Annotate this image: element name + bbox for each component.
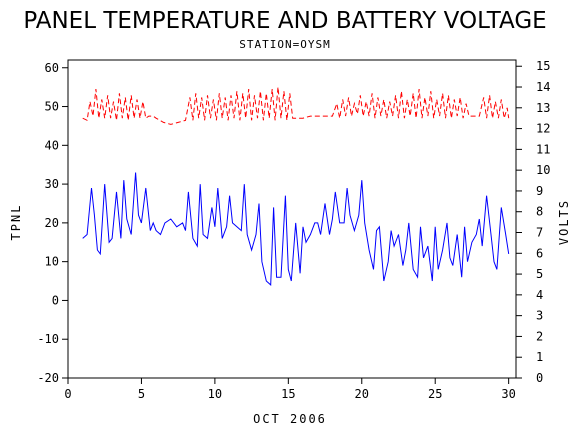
x-tick-label: 15 — [281, 387, 295, 401]
panel-temperature-line — [82, 172, 510, 286]
y-right-tick-label: 1 — [536, 350, 543, 364]
plot-area: 0 5 10 15 20 25 30-20-100102030405060012345678… — [37, 59, 550, 401]
y-right-tick-label: 14 — [536, 80, 550, 94]
y-left-tick-label: 30 — [45, 177, 59, 191]
y-left-axis-label: TPNL — [9, 204, 23, 241]
y-left-tick-label: -20 — [37, 371, 59, 385]
y-left-tick-label: 10 — [45, 255, 59, 269]
x-axis-label: OCT 2006 — [253, 412, 327, 426]
y-left-tick-label: 50 — [45, 100, 59, 114]
y-right-tick-label: 11 — [536, 142, 550, 156]
y-right-axis-label: VOLTS — [557, 199, 570, 245]
y-right-tick-label: 0 — [536, 371, 543, 385]
y-right-tick-label: 10 — [536, 163, 550, 177]
y-right-tick-label: 3 — [536, 309, 543, 323]
y-right-tick-label: 15 — [536, 59, 550, 73]
y-right-tick-label: 6 — [536, 246, 543, 260]
y-left-tick-label: 20 — [45, 216, 59, 230]
x-tick-label: 20 — [355, 387, 369, 401]
chart-title: PANEL TEMPERATURE AND BATTERY VOLTAGE — [23, 8, 546, 34]
y-right-tick-label: 13 — [536, 101, 550, 115]
y-left-tick-label: 0 — [52, 293, 59, 307]
plot-frame — [67, 59, 517, 379]
x-tick-label: 30 — [501, 387, 515, 401]
y-right-tick-label: 5 — [536, 267, 543, 281]
x-tick-label: 5 — [138, 387, 145, 401]
y-right-tick-label: 2 — [536, 329, 543, 343]
y-right-tick-label: 4 — [536, 288, 543, 302]
y-left-tick-label: 60 — [45, 61, 59, 75]
y-right-tick-label: 9 — [536, 184, 543, 198]
y-right-tick-label: 8 — [536, 205, 543, 219]
battery-voltage-line — [82, 86, 510, 125]
y-right-tick-label: 7 — [536, 226, 543, 240]
y-left-tick-label: 40 — [45, 138, 59, 152]
y-left-tick-label: -10 — [37, 332, 59, 346]
y-right-tick-label: 12 — [536, 122, 550, 136]
x-tick-label: 25 — [428, 387, 442, 401]
x-tick-label: 10 — [208, 387, 222, 401]
chart-subtitle: STATION=OYSM — [239, 38, 330, 51]
x-tick-label: 0 — [64, 387, 71, 401]
